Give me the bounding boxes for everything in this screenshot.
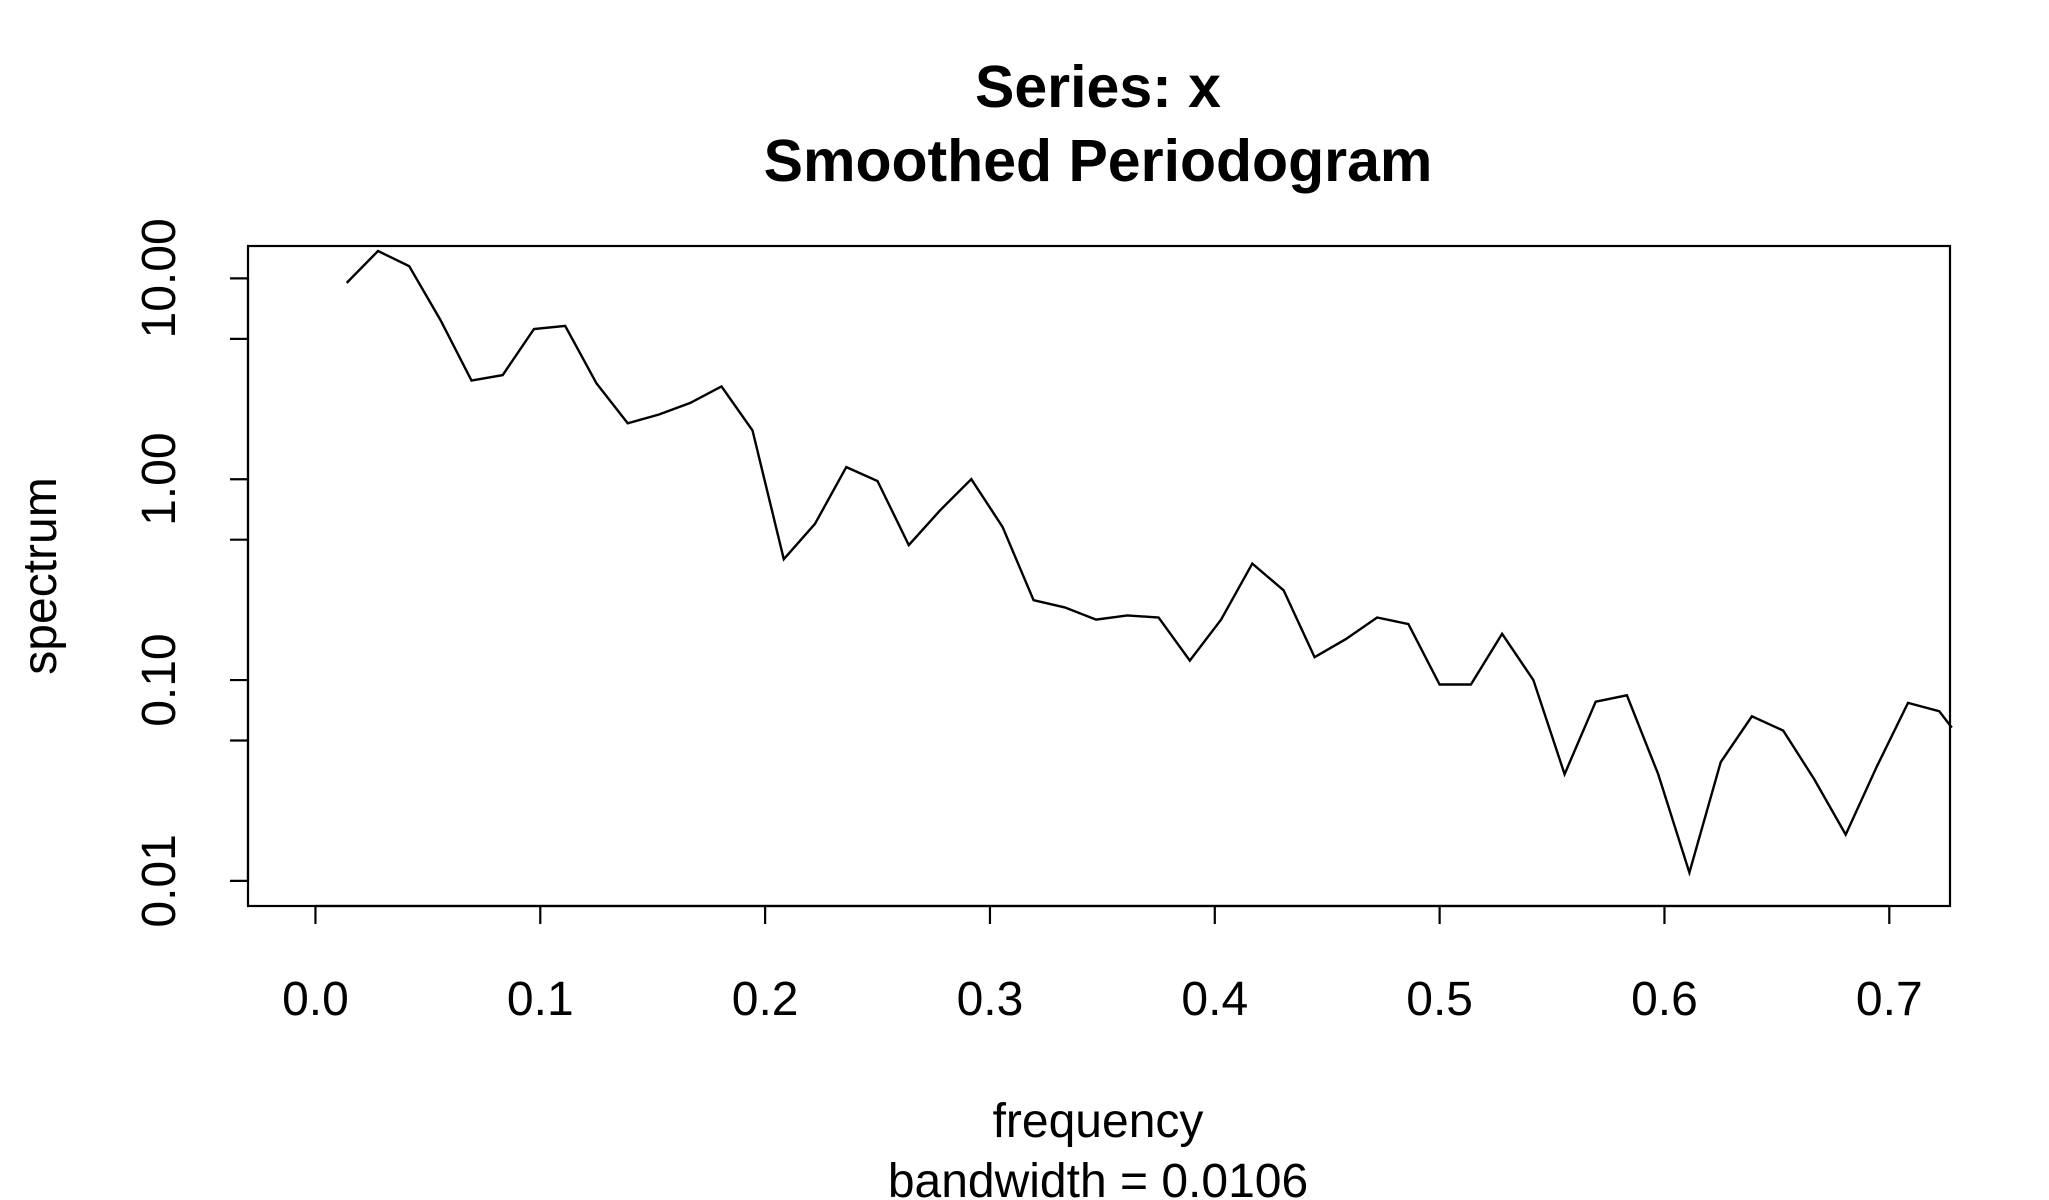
x-axis: 0.0 0.1 0.2 0.3 0.4 0.5 0.6 0.7 <box>282 904 1923 1026</box>
y-tick-label: 0.01 <box>133 834 186 927</box>
x-tick-label: 0.5 <box>1406 973 1473 1026</box>
series-layer <box>345 249 1953 877</box>
y-axis: 0.01 0.10 1.00 10.00 <box>133 218 250 928</box>
y-tick-label: 10.00 <box>133 218 186 338</box>
x-tick-label: 0.7 <box>1856 973 1923 1026</box>
x-tick-label: 0.1 <box>507 973 574 1026</box>
x-axis-label: frequency <box>993 1095 1204 1148</box>
y-tick-label: 1.00 <box>133 432 186 525</box>
y-tick-label: 0.10 <box>133 633 186 726</box>
bandwidth-label: bandwidth = 0.0106 <box>888 1155 1308 1200</box>
x-tick-label: 0.0 <box>282 973 349 1026</box>
spectrum-line <box>345 249 1953 877</box>
x-tick-label: 0.6 <box>1631 973 1698 1026</box>
chart-title: Series: x <box>975 54 1221 120</box>
x-tick-label: 0.2 <box>732 973 799 1026</box>
chart-subtitle: Smoothed Periodogram <box>764 128 1433 194</box>
y-axis-label: spectrum <box>14 477 67 674</box>
x-tick-label: 0.4 <box>1181 973 1248 1026</box>
plot-area-border <box>246 244 1952 908</box>
x-tick-label: 0.3 <box>957 973 1024 1026</box>
